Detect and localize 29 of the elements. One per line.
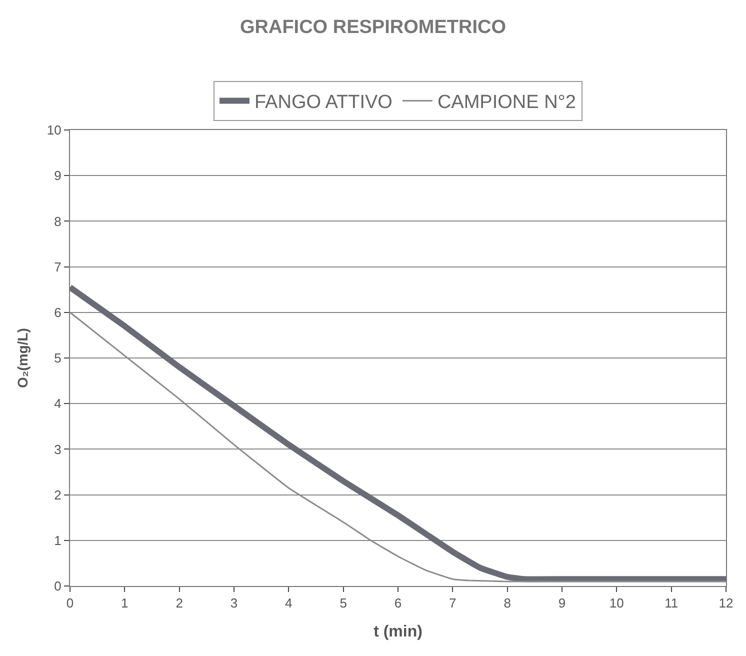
x-tick-label: 1 xyxy=(121,596,128,611)
x-tick-label: 11 xyxy=(664,596,678,611)
y-tick-label: 0 xyxy=(54,578,62,594)
legend-label: FANGO ATTIVO xyxy=(254,92,392,114)
chart-title: GRAFICO RESPIROMETRICO xyxy=(240,16,506,38)
x-axis-title: t (min) xyxy=(374,623,422,640)
x-tick-label: 8 xyxy=(504,596,511,611)
y-tick-label: 10 xyxy=(46,122,62,138)
x-tick-label: 4 xyxy=(285,596,292,611)
x-tick-label: 9 xyxy=(558,596,566,611)
x-tick-label: 5 xyxy=(340,596,347,611)
y-tick-label: 2 xyxy=(54,487,62,502)
y-tick-label: 5 xyxy=(54,350,62,366)
x-tick-label: 10 xyxy=(609,596,624,611)
x-tick-label: 7 xyxy=(449,596,456,611)
x-tick-label: 12 xyxy=(718,596,734,611)
x-tick-label: 3 xyxy=(230,596,238,611)
y-tick-label: 6 xyxy=(54,304,62,320)
y-tick-label: 7 xyxy=(54,259,62,274)
x-tick-label: 6 xyxy=(394,596,402,611)
y-tick-label: 9 xyxy=(54,168,62,184)
x-tick-label: 0 xyxy=(66,596,74,611)
y-tick-label: 3 xyxy=(54,442,62,457)
y-axis-title: O₂(mg/L) xyxy=(14,328,31,388)
y-tick-label: 1 xyxy=(54,532,62,548)
x-tick-label: 2 xyxy=(176,596,183,611)
legend-label: CAMPIONE N°2 xyxy=(437,92,576,114)
y-tick-label: 4 xyxy=(54,396,62,412)
y-tick-label: 8 xyxy=(54,214,62,229)
